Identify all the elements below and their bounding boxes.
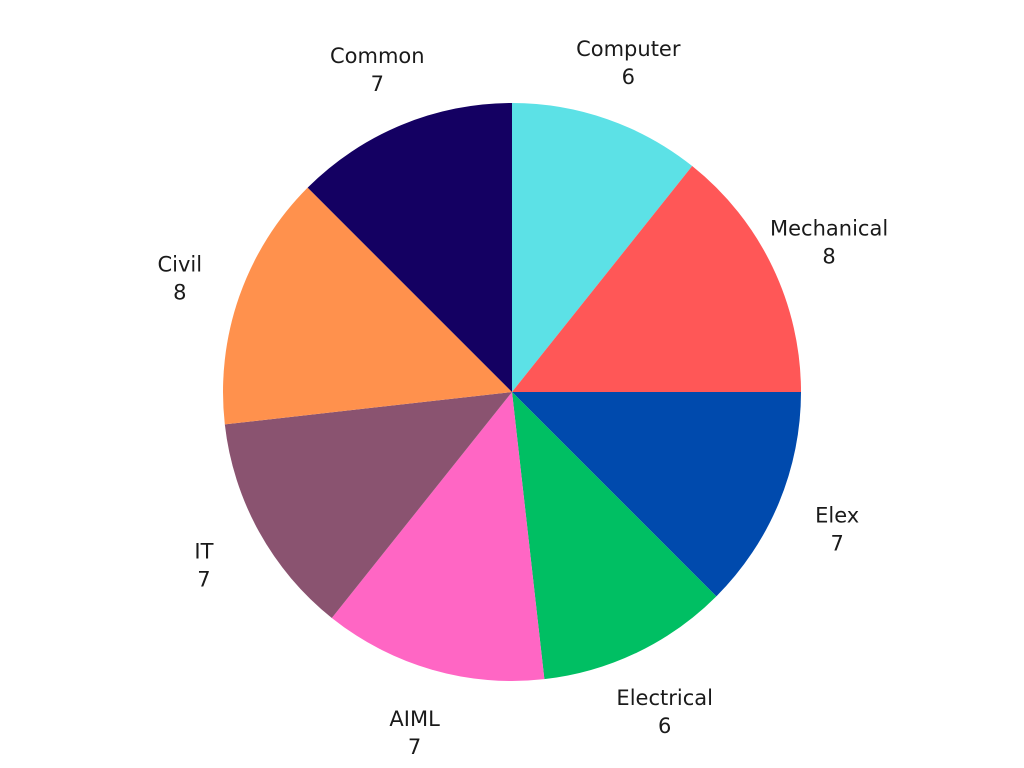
slice-mechanical (512, 166, 801, 392)
slice-civil (223, 187, 512, 425)
slice-label-it: IT (194, 539, 213, 563)
slice-label-electrical: Electrical (616, 686, 713, 710)
slice-value-elex: 7 (831, 532, 844, 556)
slice-it (224, 392, 512, 618)
slice-value-electrical: 6 (658, 714, 671, 738)
slice-label-computer: Computer (576, 37, 681, 61)
slice-label-elex: Elex (815, 504, 859, 528)
slice-aiml (331, 392, 545, 681)
pie-labels: Computer 6 Mechanical 8 Elex 7 Electrical 6 AIML… (157, 37, 888, 759)
slice-value-civil: 8 (173, 281, 186, 305)
slice-label-common: Common (330, 44, 425, 68)
pie-slices (223, 103, 801, 681)
slice-value-mechanical: 8 (822, 244, 835, 268)
slice-computer (512, 103, 693, 392)
slice-electrical (512, 392, 717, 680)
slice-label-aiml: AIML (389, 707, 440, 731)
slice-elex (512, 392, 801, 597)
slice-value-it: 7 (197, 567, 210, 591)
slice-common (307, 103, 512, 392)
slice-label-civil: Civil (157, 253, 202, 277)
slice-value-aiml: 7 (408, 735, 421, 759)
slice-value-common: 7 (371, 72, 384, 96)
slice-label-mechanical: Mechanical (770, 216, 888, 240)
slice-value-computer: 6 (622, 65, 635, 89)
